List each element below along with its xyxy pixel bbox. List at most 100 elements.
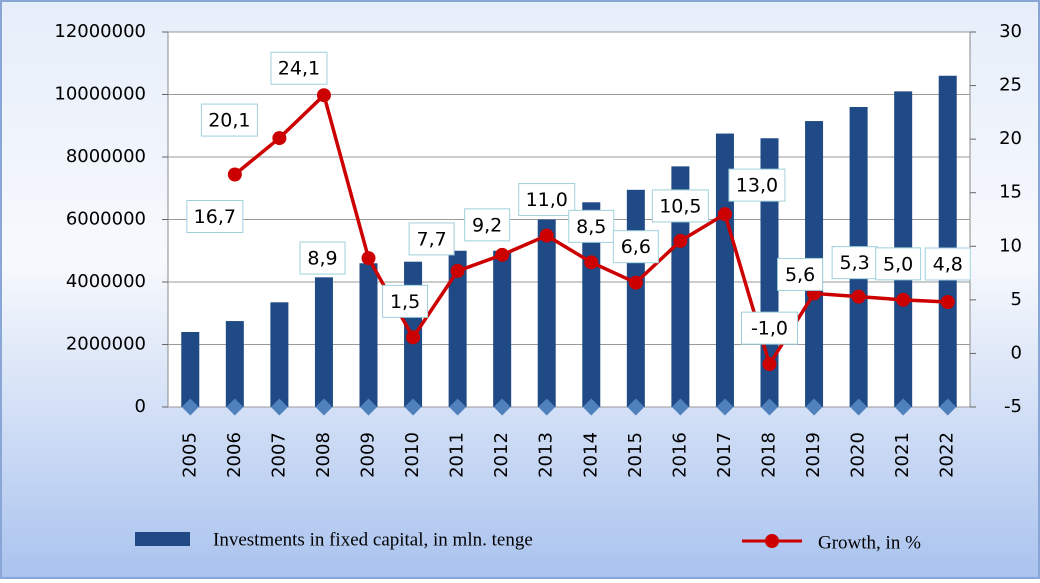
baseline-marker	[582, 398, 600, 416]
growth-marker	[539, 228, 554, 243]
data-label: 8,5	[576, 216, 606, 238]
data-label-box	[200, 103, 258, 137]
data-label: 24,1	[278, 58, 320, 80]
growth-marker	[673, 233, 688, 248]
x-tick-label: 2015	[625, 432, 646, 478]
data-label: 5,6	[785, 264, 815, 286]
data-label-box	[518, 183, 576, 217]
baseline-marker	[761, 398, 778, 416]
data-label-box	[741, 311, 798, 345]
growth-marker	[227, 167, 242, 182]
bar	[359, 263, 378, 407]
y-tick-label: 2000000	[66, 334, 146, 355]
data-label: 6,6	[621, 236, 651, 258]
legend-label: Growth, in %	[818, 532, 921, 553]
bar	[671, 166, 690, 407]
data-label: 9,2	[472, 214, 502, 236]
baseline-marker	[538, 398, 556, 416]
bar	[537, 219, 556, 407]
growth-marker	[406, 330, 421, 345]
x-tick-label: 2006	[224, 432, 245, 478]
y2-tick-label: 25	[999, 75, 1022, 96]
growth-marker	[628, 275, 643, 290]
growth-marker	[316, 88, 331, 103]
baseline-marker	[360, 398, 377, 416]
data-label: 1,5	[390, 291, 420, 313]
baseline-marker	[404, 398, 422, 416]
x-tick-label: 2019	[803, 432, 824, 478]
data-label-box	[924, 247, 971, 281]
baseline-marker	[449, 398, 467, 416]
growth-marker	[272, 131, 287, 146]
bar	[270, 302, 289, 407]
growth-marker	[717, 207, 732, 222]
data-label: 8,9	[307, 248, 337, 270]
baseline-marker	[805, 398, 823, 416]
bar	[225, 321, 244, 407]
baseline-marker	[315, 398, 333, 416]
growth-marker	[450, 263, 465, 278]
growth-marker	[940, 295, 955, 309]
data-label-box	[408, 222, 455, 256]
baseline-marker	[493, 398, 511, 416]
y2-tick-label: 30	[999, 21, 1022, 42]
data-label-box	[382, 284, 429, 318]
growth-marker	[361, 251, 376, 266]
y-tick-label: 0	[135, 396, 146, 417]
y-tick-label: 8000000	[66, 146, 146, 167]
x-tick-label: 2007	[268, 432, 289, 478]
baseline-marker	[939, 398, 957, 416]
y2-tick-label: 15	[999, 182, 1022, 203]
x-tick-label: 2020	[848, 432, 869, 478]
data-label: 20,1	[208, 110, 250, 132]
y-tick-label: 4000000	[66, 271, 146, 292]
legend-swatch	[135, 532, 190, 546]
baseline-marker	[716, 398, 734, 416]
x-tick-label: 2008	[313, 432, 334, 478]
bar	[582, 202, 601, 407]
bar	[715, 133, 734, 407]
y2-tick-label: 20	[999, 128, 1022, 149]
data-label-box	[464, 208, 511, 242]
y2-tick-label: 5	[1011, 289, 1022, 310]
data-label-box	[299, 241, 346, 275]
x-tick-label: 2018	[759, 432, 780, 478]
growth-marker	[851, 289, 866, 304]
x-tick-label: 2011	[447, 432, 468, 478]
growth-marker	[896, 292, 911, 307]
growth-marker	[495, 247, 510, 262]
x-tick-label: 2013	[536, 432, 557, 478]
bar	[626, 189, 645, 407]
data-label-box	[777, 257, 824, 291]
y-tick-label: 12000000	[54, 21, 146, 42]
data-label: 4,8	[933, 254, 963, 276]
x-tick-label: 2022	[937, 432, 958, 478]
data-label-box	[728, 168, 786, 202]
bar	[314, 277, 333, 407]
bar	[938, 75, 957, 407]
data-label: 13,0	[736, 175, 778, 197]
data-label: 11,0	[526, 189, 568, 211]
data-label-box	[186, 200, 244, 233]
bar	[181, 332, 200, 407]
y-tick-label: 6000000	[66, 209, 146, 230]
baseline-marker	[850, 398, 868, 416]
data-label: 5,3	[840, 252, 870, 274]
x-tick-label: 2005	[179, 432, 200, 478]
baseline-marker	[671, 398, 689, 416]
baseline-marker	[226, 398, 244, 416]
legend-marker	[765, 534, 779, 548]
data-label: 16,7	[194, 206, 236, 228]
data-label: 7,7	[417, 228, 447, 250]
growth-marker	[762, 357, 777, 372]
data-label-box	[875, 247, 922, 281]
y2-tick-label: 10	[999, 235, 1022, 256]
data-label-box	[651, 189, 709, 223]
y2-tick-label: -5	[1004, 396, 1022, 417]
data-label-box	[568, 209, 615, 243]
baseline-marker	[270, 398, 288, 416]
growth-marker	[584, 255, 599, 270]
x-tick-label: 2012	[491, 432, 512, 478]
